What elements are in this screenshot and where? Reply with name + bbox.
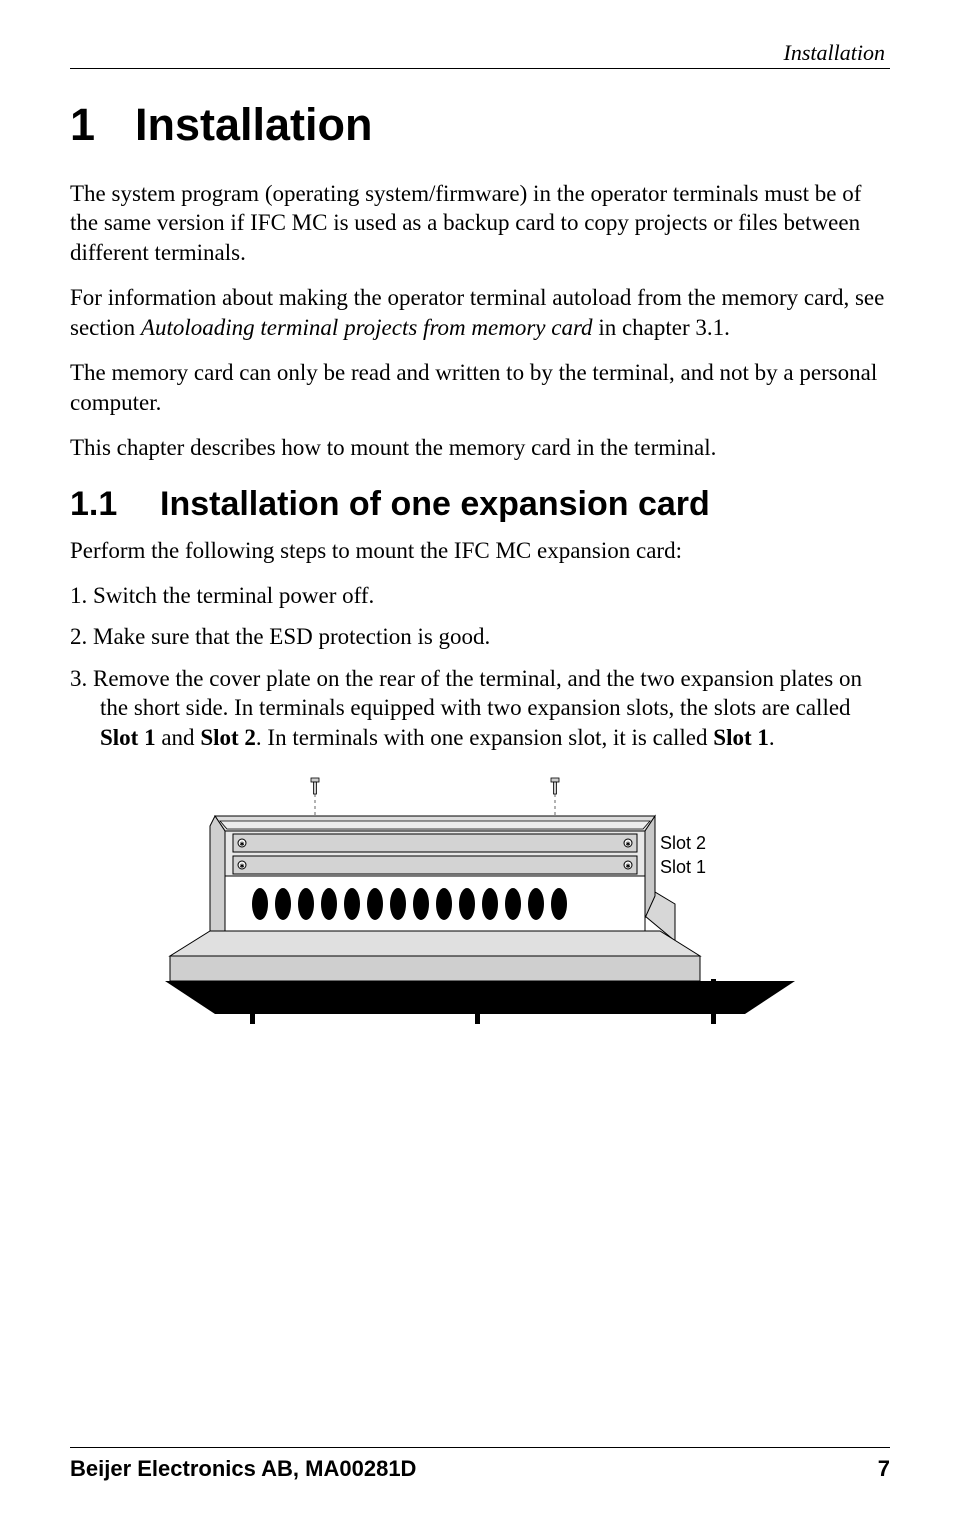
text-run: 3. Remove the cover plate on the rear of…: [70, 666, 862, 720]
list-item: 3. Remove the cover plate on the rear of…: [70, 664, 890, 752]
footer-left: Beijer Electronics AB, MA00281D: [70, 1456, 416, 1482]
chapter-title: Installation: [135, 99, 373, 151]
slot2-label: Slot 2: [660, 831, 706, 855]
svg-text:✱: ✱: [239, 841, 244, 848]
footer-rule: [70, 1447, 890, 1448]
page-number: 7: [878, 1456, 890, 1482]
svg-text:✱: ✱: [239, 863, 244, 870]
bold-run: Slot 2: [200, 725, 256, 750]
text-run: .: [769, 725, 775, 750]
section-title: Installation of one expansion card: [160, 485, 710, 524]
paragraph: Perform the following steps to mount the…: [70, 536, 890, 565]
section-number: 1.1: [70, 485, 160, 524]
svg-text:✱: ✱: [625, 863, 630, 870]
list-item: 1. Switch the terminal power off.: [70, 581, 890, 610]
text-run: in chapter 3.1.: [593, 315, 730, 340]
bold-run: Slot 1: [713, 725, 769, 750]
chapter-number: 1: [70, 99, 135, 151]
xref-italic: Autoloading terminal projects from memor…: [141, 315, 593, 340]
text-run: and: [156, 725, 201, 750]
svg-text:✱: ✱: [625, 841, 630, 848]
figure: ✱ ✱ ✱ ✱: [70, 776, 890, 1036]
text-run: . In terminals with one expansion slot, …: [256, 725, 713, 750]
slot1-label: Slot 1: [660, 855, 706, 879]
section-heading: 1.1 Installation of one expansion card: [70, 485, 890, 524]
list-item: 2. Make sure that the ESD protection is …: [70, 622, 890, 651]
bold-run: Slot 1: [100, 725, 156, 750]
chapter-heading: 1 Installation: [70, 99, 890, 151]
paragraph: This chapter describes how to mount the …: [70, 433, 890, 462]
figure-inner: ✱ ✱ ✱ ✱: [155, 776, 805, 1036]
paragraph: The memory card can only be read and wri…: [70, 358, 890, 417]
footer: Beijer Electronics AB, MA00281D 7: [70, 1447, 890, 1482]
paragraph: For information about making the operato…: [70, 283, 890, 342]
slot-labels: Slot 2 Slot 1: [660, 831, 706, 880]
header-rule: [70, 68, 890, 69]
running-header: Installation: [70, 40, 890, 66]
paragraph: The system program (operating system/fir…: [70, 179, 890, 267]
terminal-diagram: ✱ ✱ ✱ ✱: [155, 776, 805, 1036]
